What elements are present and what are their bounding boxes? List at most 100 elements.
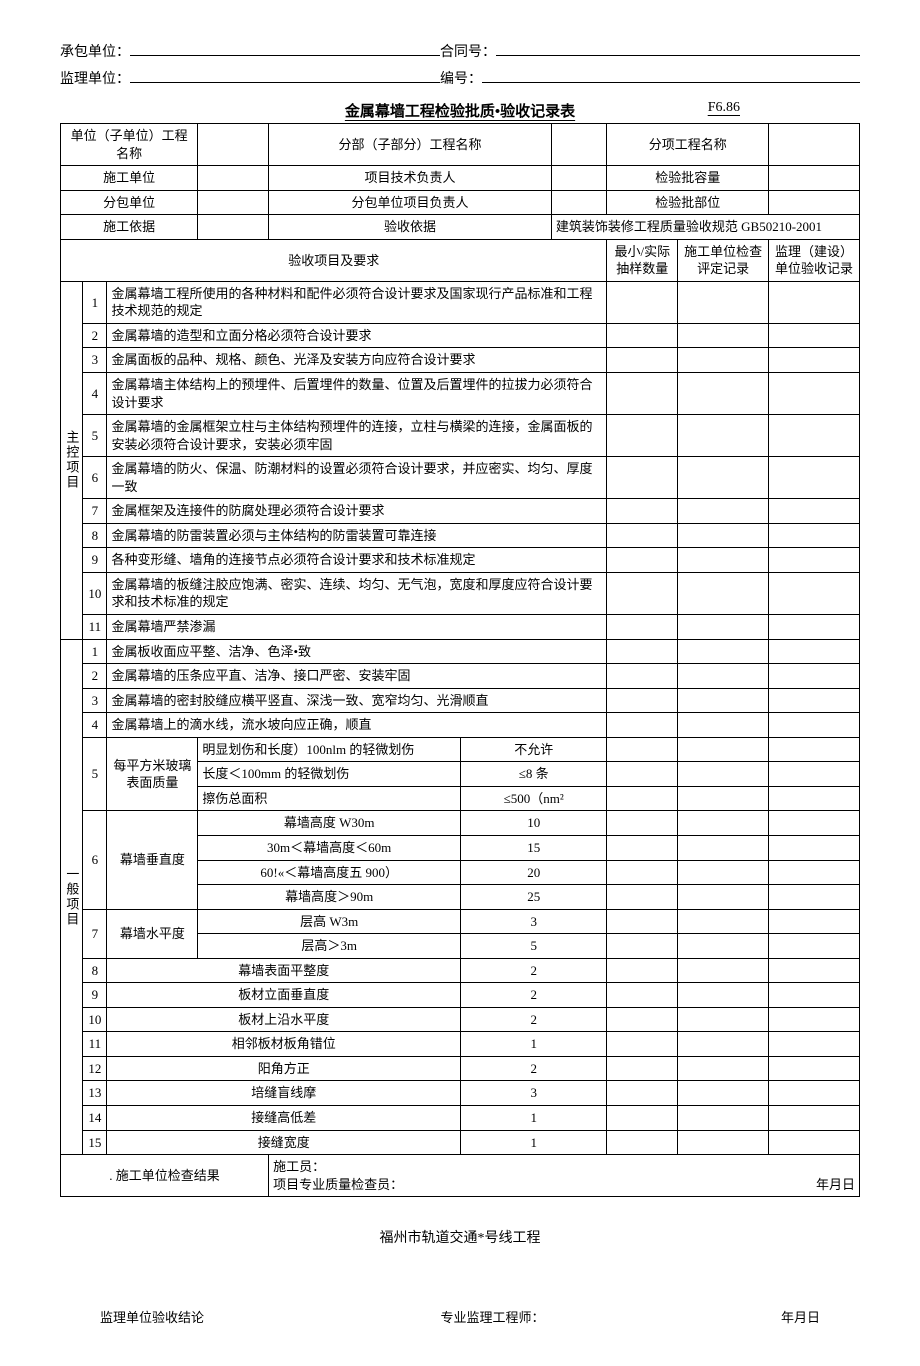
gt-n-3: 11 [83, 1032, 107, 1057]
footer-project: 福州市轨道交通*号线工程 [60, 1227, 860, 1247]
g6-val-1: 15 [460, 835, 606, 860]
info-row-4: 施工依据 验收依据 建筑装饰装修工程质量验收规范 GB50210-2001 [61, 215, 860, 240]
basis-label: 施工依据 [61, 215, 198, 240]
batch-capacity-label: 检验批容量 [607, 166, 769, 191]
main-desc-6: 金属幕墙的防火、保温、防潮材料的设置必须符合设计要求，并应密实、均匀、厚度一致 [107, 457, 607, 499]
main-item-row: 8金属幕墙的防雷装置必须与主体结构的防雷装置可靠连接 [61, 523, 860, 548]
batch-part-label: 检验批部位 [607, 190, 769, 215]
main-desc-4: 金属幕墙主体结构上的预埋件、后置埋件的数量、位置及后置埋件的拉拔力必须符合设计要… [107, 373, 607, 415]
subcontractor-val[interactable] [198, 190, 269, 215]
unit-proj-val[interactable] [198, 124, 269, 166]
contract-no-blank[interactable] [496, 40, 860, 56]
basis-val[interactable] [198, 215, 269, 240]
subdiv-proj-label: 分部（子部分）工程名称 [269, 124, 552, 166]
subdiv-proj-val[interactable] [551, 124, 607, 166]
bottom-row: 监理单位验收结论 专业监理工程师： 年月日 [60, 1307, 860, 1326]
gt-d-0: 幕墙表面平整度 [107, 958, 461, 983]
gt-d-3: 相邻板材板角错位 [107, 1032, 461, 1057]
main-item-row: 9各种变形缝、墙角的连接节点必须符合设计要求和技术标准规定 [61, 548, 860, 573]
item-req-header: 验收项目及要求 [61, 239, 607, 281]
supervisor-blank[interactable] [130, 67, 440, 83]
batch-part-val[interactable] [769, 190, 860, 215]
main-item-row: 2金属幕墙的造型和立面分格必须符合设计要求 [61, 323, 860, 348]
g6-val-3: 25 [460, 885, 606, 910]
serial-no-blank[interactable] [482, 67, 860, 83]
contractor-blank[interactable] [130, 40, 440, 56]
quality-checker-label: 项目专业质量检查员： [273, 1176, 403, 1194]
form-code: F6.86 [708, 100, 740, 116]
main-item-row: 7金属框架及连接件的防腐处理必须符合设计要求 [61, 499, 860, 524]
general-item-row: 2金属幕墙的压条应平直、洁净、接口严密、安装牢固 [61, 664, 860, 689]
tech-leader-val[interactable] [551, 166, 607, 191]
general-section-label: 一般项目 [61, 639, 83, 1154]
gt-n-4: 12 [83, 1056, 107, 1081]
batch-capacity-val[interactable] [769, 166, 860, 191]
main-item-row: 10金属幕墙的板缝注胶应饱满、密实、连续、均匀、无气泡，宽度和厚度应符合设计要求… [61, 572, 860, 614]
g7-row: 7幕墙水平度 层高 W3m3 [61, 909, 860, 934]
g7-desc-0: 层高 W3m [198, 909, 461, 934]
gt-v-4: 2 [460, 1056, 606, 1081]
gt-n-6: 14 [83, 1105, 107, 1130]
g5-row: 5每平方米玻璃表面质量 明显划伤和长度）100nlm 的轻微划伤不允许 [61, 737, 860, 762]
main-item-row: 5金属幕墙的金属框架立柱与主体结构预埋件的连接，立柱与横梁的连接，金属面板的安装… [61, 415, 860, 457]
sub-leader-val[interactable] [551, 190, 607, 215]
contract-no-label: 合同号： [440, 41, 496, 61]
g6-row: 6幕墙垂直度 幕墙高度 W30m10 [61, 811, 860, 836]
construction-unit-val[interactable] [198, 166, 269, 191]
main-desc-10: 金属幕墙的板缝注胶应饱满、密实、连续、均匀、无气泡，宽度和厚度应符合设计要求和技… [107, 572, 607, 614]
main-desc-8: 金属幕墙的防雷装置必须与主体结构的防雷装置可靠连接 [107, 523, 607, 548]
accept-basis-label: 验收依据 [269, 215, 552, 240]
g5-val-1: ≤8 条 [460, 762, 606, 787]
g6-desc-0: 幕墙高度 W30m [198, 811, 461, 836]
col-header-row: 验收项目及要求 最小/实际抽样数量 施工单位检查评定记录 监理（建设）单位验收记… [61, 239, 860, 281]
sample-header: 最小/实际抽样数量 [607, 239, 678, 281]
gt-n-0: 8 [83, 958, 107, 983]
sig-cell[interactable]: 施工员： 项目专业质量检查员： 年月日 [269, 1155, 860, 1197]
gt-d-2: 板材上沿水平度 [107, 1007, 461, 1032]
unit-proj-label: 单位（子单位）工程名称 [61, 124, 198, 166]
g6-val-0: 10 [460, 811, 606, 836]
gt-d-4: 阳角方正 [107, 1056, 461, 1081]
gt-v-3: 1 [460, 1032, 606, 1057]
header-row-2: 监理单位： 编号： [60, 67, 860, 88]
main-item-row: 6金属幕墙的防火、保温、防潮材料的设置必须符合设计要求，并应密实、均匀、厚度一致 [61, 457, 860, 499]
supervisor-label: 监理单位： [60, 68, 130, 88]
gt-v-1: 2 [460, 983, 606, 1008]
g6-desc-3: 幕墙高度＞90m [198, 885, 461, 910]
general-item-row: 一般项目 1金属板收面应平整、洁净、色泽•致 [61, 639, 860, 664]
g-tail-row: 13培缝盲线摩3 [61, 1081, 860, 1106]
gt-v-7: 1 [460, 1130, 606, 1155]
sup-eng-label: 专业监理工程师： [440, 1307, 544, 1326]
gt-n-5: 13 [83, 1081, 107, 1106]
g5-val-2: ≤500（nm² [460, 786, 606, 811]
gt-n-2: 10 [83, 1007, 107, 1032]
g6-desc-1: 30m＜幕墙高度＜60m [198, 835, 461, 860]
g5-val-0: 不允许 [460, 737, 606, 762]
main-desc-3: 金属面板的品种、规格、颜色、光泽及安装方向应符合设计要求 [107, 348, 607, 373]
gt-d-5: 培缝盲线摩 [107, 1081, 461, 1106]
header-row-1: 承包单位： 合同号： [60, 40, 860, 61]
sub-leader-label: 分包单位项目负责人 [269, 190, 552, 215]
gt-d-6: 接缝高低差 [107, 1105, 461, 1130]
construction-unit-label: 施工单位 [61, 166, 198, 191]
main-desc-7: 金属框架及连接件的防腐处理必须符合设计要求 [107, 499, 607, 524]
contractor-label: 承包单位： [60, 41, 130, 61]
g-tail-row: 14接缝高低差1 [61, 1105, 860, 1130]
title-row: 金属幕墙工程检验批质•验收记录表 F6.86 [60, 100, 860, 121]
accept-basis-val: 建筑装饰装修工程质量验收规范 GB50210-2001 [551, 215, 859, 240]
main-desc-5: 金属幕墙的金属框架立柱与主体结构预埋件的连接，立柱与横梁的连接，金属面板的安装必… [107, 415, 607, 457]
gt-v-2: 2 [460, 1007, 606, 1032]
g7-val-1: 5 [460, 934, 606, 959]
g7-label: 幕墙水平度 [107, 909, 198, 958]
gt-v-6: 1 [460, 1105, 606, 1130]
main-item-row: 11金属幕墙严禁渗漏 [61, 615, 860, 640]
gt-n-1: 9 [83, 983, 107, 1008]
main-section-label: 主控项目 [61, 281, 83, 639]
tech-leader-label: 项目技术负责人 [269, 166, 552, 191]
g5-label: 每平方米玻璃表面质量 [107, 737, 198, 811]
g7-desc-1: 层高＞3m [198, 934, 461, 959]
serial-no-label: 编号： [440, 68, 482, 88]
gt-v-0: 2 [460, 958, 606, 983]
sub-item-val[interactable] [769, 124, 860, 166]
gt-n-7: 15 [83, 1130, 107, 1155]
